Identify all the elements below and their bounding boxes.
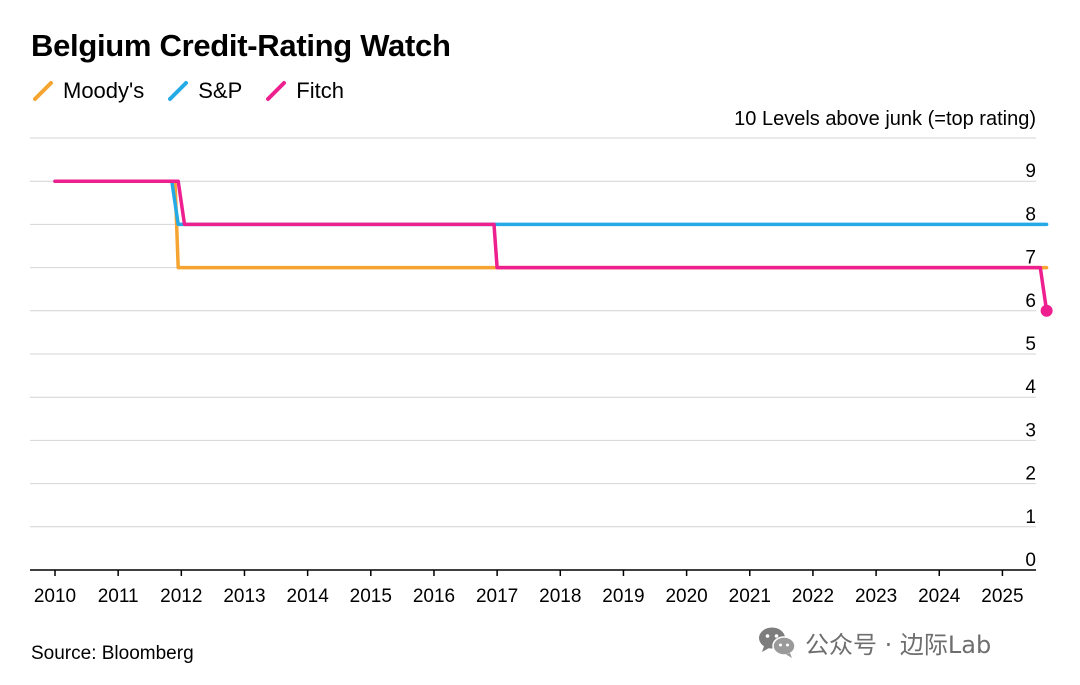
x-tick-label: 2025 xyxy=(981,586,1023,607)
legend-swatch-fitch xyxy=(266,81,287,101)
x-tick-label: 2021 xyxy=(729,586,771,607)
y-tick-label: 2 xyxy=(1025,464,1036,485)
series-line-sp xyxy=(53,179,1049,227)
y-tick-label: 0 xyxy=(1025,550,1036,571)
legend-swatch-sp xyxy=(168,81,189,101)
x-tick-label: 2017 xyxy=(476,586,518,607)
legend-item-fitch: Fitch xyxy=(264,77,344,105)
legend-swatch-moodys xyxy=(33,81,53,101)
y-axis-unit-label: 10 Levels above junk (=top rating) xyxy=(734,108,1036,130)
y-tick-label: 7 xyxy=(1025,248,1036,269)
x-tick-label: 2022 xyxy=(792,586,834,607)
series-line-fitch xyxy=(53,179,1049,313)
x-tick-label: 2024 xyxy=(918,586,961,607)
x-tick-label: 2020 xyxy=(665,586,707,607)
x-tick-label: 2010 xyxy=(34,586,76,607)
y-tick-label: 9 xyxy=(1025,161,1036,182)
x-tick-label: 2011 xyxy=(98,586,139,607)
x-tick-label: 2023 xyxy=(855,586,897,607)
legend-label-sp: S&P xyxy=(198,78,243,103)
legend-item-moodys: Moody's xyxy=(31,77,144,105)
x-tick-label: 2014 xyxy=(287,586,330,607)
legend-item-sp: S&P xyxy=(166,77,242,105)
watermark-text: 公众号 · 边际Lab xyxy=(805,630,992,659)
x-tick-label: 2015 xyxy=(350,586,392,607)
y-tick-label: 4 xyxy=(1025,377,1036,398)
y-tick-label: 8 xyxy=(1025,204,1036,225)
legend: Moody's S&P Fitch xyxy=(31,76,366,106)
y-tick-label: 1 xyxy=(1025,507,1036,528)
y-tick-label: 5 xyxy=(1025,334,1036,355)
x-tick-label: 2013 xyxy=(223,586,265,607)
wechat-icon xyxy=(759,627,796,658)
watermark: 公众号 · 边际Lab xyxy=(757,624,991,660)
series-end-marker xyxy=(1040,304,1053,317)
y-tick-label: 6 xyxy=(1025,291,1036,312)
legend-label-fitch: Fitch xyxy=(296,78,344,103)
chart-title: Belgium Credit-Rating Watch xyxy=(31,28,451,63)
x-tick-label: 2019 xyxy=(602,586,644,607)
y-tick-label: 3 xyxy=(1025,420,1036,441)
x-tick-label: 2016 xyxy=(413,586,455,607)
source-note: Source: Bloomberg xyxy=(31,643,194,664)
x-tick-label: 2012 xyxy=(160,586,202,607)
legend-label-moodys: Moody's xyxy=(63,78,145,103)
x-tick-label: 2018 xyxy=(539,586,581,607)
